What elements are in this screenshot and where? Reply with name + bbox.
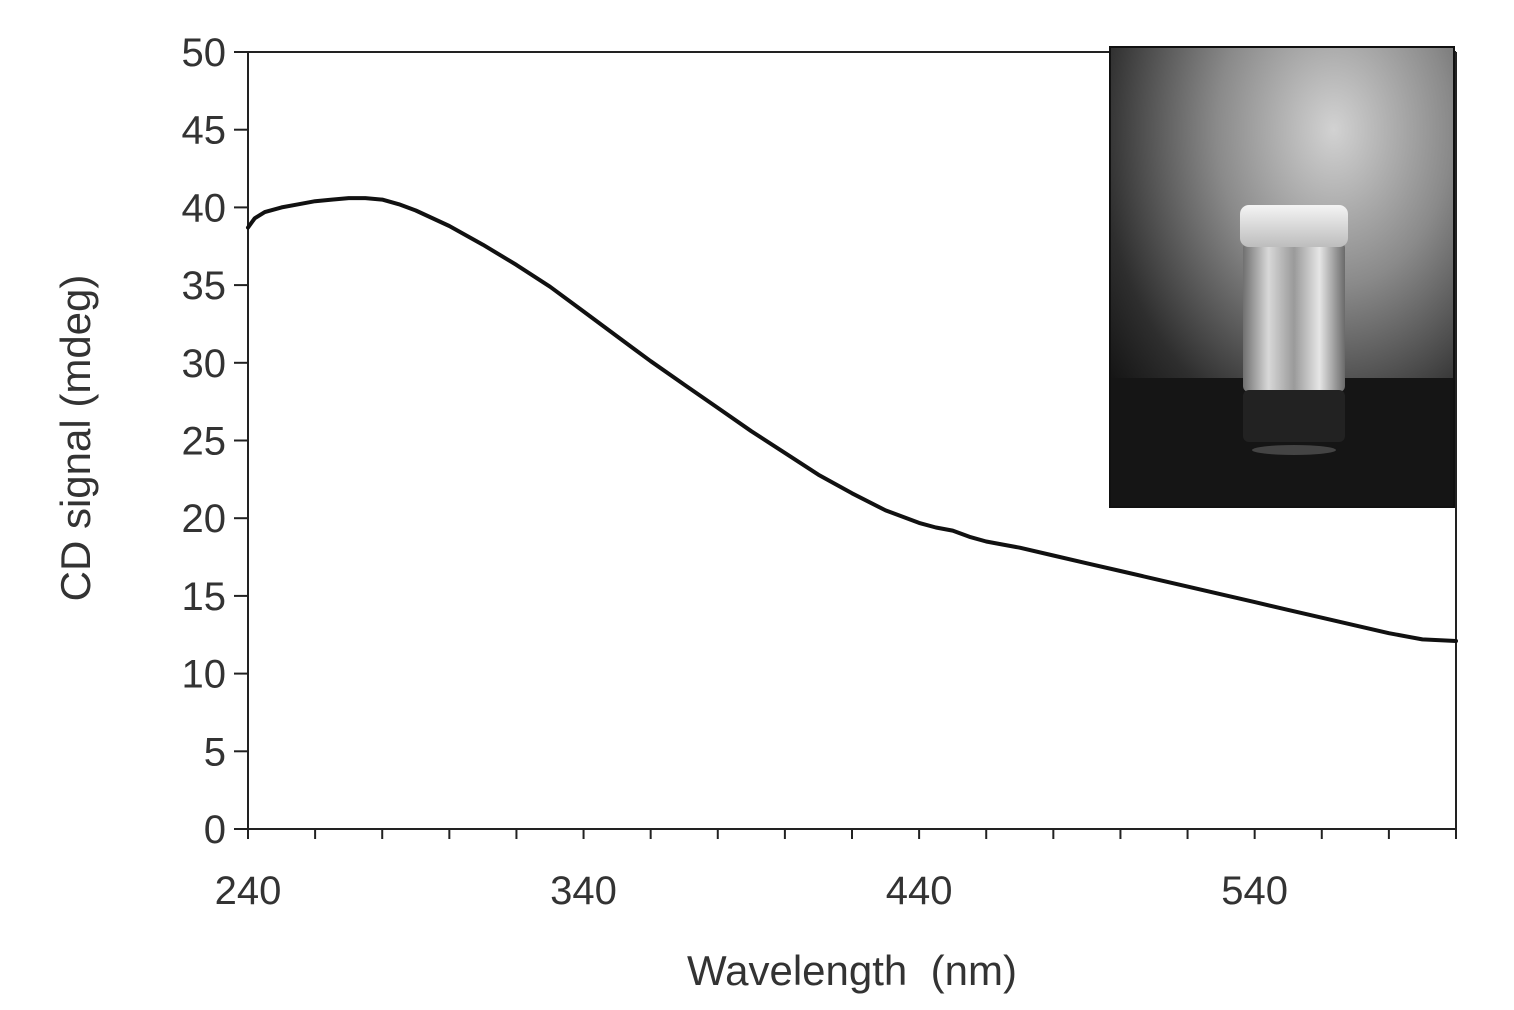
vial-glass (1243, 242, 1345, 392)
x-axis-title: Wavelength (nm) (687, 947, 1017, 994)
x-tick-label: 540 (1221, 869, 1288, 913)
x-tick-label: 240 (215, 869, 282, 913)
vial-reflection (1252, 445, 1336, 455)
tick-labels: 0 5 10 15 20 25 30 35 40 45 50 240 340 440 540 (182, 31, 1289, 913)
y-tick-label: 15 (182, 575, 227, 619)
y-tick-label: 10 (182, 653, 227, 697)
cd-signal-line (246, 196, 1458, 643)
inset-photo (1109, 46, 1455, 508)
y-tick-label: 20 (182, 497, 227, 541)
inset-border (1109, 46, 1455, 508)
y-tick-label: 35 (182, 264, 227, 308)
y-tick-label: 30 (182, 342, 227, 386)
y-tick-label: 5 (204, 730, 226, 774)
y-tick-label: 0 (204, 808, 226, 852)
y-tick-label: 50 (182, 31, 227, 75)
vial-cap (1240, 205, 1348, 247)
x-tick-label: 440 (886, 869, 953, 913)
y-tick-label: 45 (182, 109, 227, 153)
y-tick-label: 40 (182, 186, 227, 230)
y-axis-title: CD signal (mdeg) (52, 275, 99, 602)
series-layer (246, 196, 1458, 643)
y-tick-label: 25 (182, 420, 227, 464)
vial-liquid (1243, 390, 1345, 442)
tick-marks (234, 51, 1457, 839)
x-tick-label: 340 (550, 869, 617, 913)
